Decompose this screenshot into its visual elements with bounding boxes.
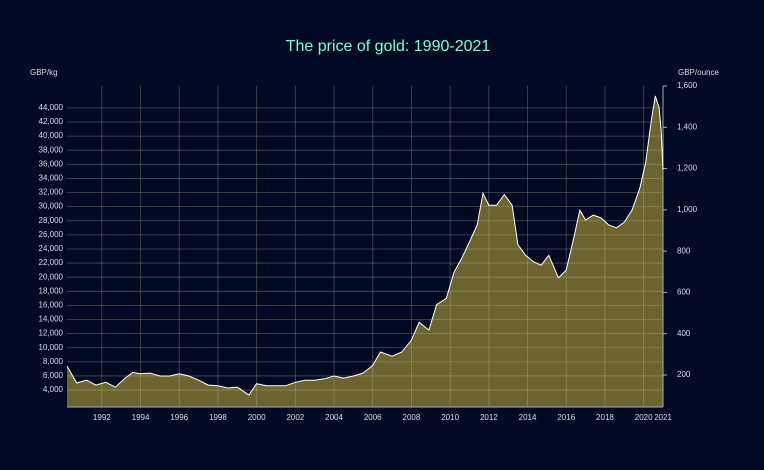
y-tick-label: 10,000: [39, 343, 64, 352]
x-tick-label: 2002: [286, 413, 304, 422]
x-tick-label: 1996: [170, 413, 188, 422]
y-tick-label: 18,000: [39, 286, 64, 295]
y2-tick-label: 200: [677, 370, 691, 379]
x-tick-label: 2020: [635, 413, 653, 422]
y-tick-label: 24,000: [39, 244, 64, 253]
x-tick-label: 2000: [248, 413, 266, 422]
x-tick-label: 2004: [325, 413, 343, 422]
x-tick-label: 1994: [132, 413, 150, 422]
y2-tick-label: 1,000: [677, 205, 698, 214]
y-tick-label: 38,000: [39, 145, 64, 154]
y-tick-label: 26,000: [39, 230, 64, 239]
y-tick-label: 36,000: [39, 159, 64, 168]
x-tick-label: 2021: [654, 413, 672, 422]
y-tick-label: 12,000: [39, 329, 64, 338]
y-tick-label: 40,000: [39, 131, 64, 140]
x-tick-label: 1992: [93, 413, 111, 422]
y2-tick-label: 1,400: [677, 122, 698, 131]
y2-tick-label: 800: [677, 246, 691, 255]
y-tick-label: 16,000: [39, 301, 64, 310]
area: [67, 95, 663, 408]
y-tick-label: 28,000: [39, 216, 64, 225]
y2-tick-label: 1,600: [677, 81, 698, 90]
y2-tick-label: 600: [677, 288, 691, 297]
chart-title: The price of gold: 1990-2021: [286, 38, 491, 55]
x-tick-label: 2006: [364, 413, 382, 422]
y-tick-label: 14,000: [39, 315, 64, 324]
x-tick-label: 1998: [209, 413, 227, 422]
y-tick-label: 22,000: [39, 258, 64, 267]
y-tick-label: 20,000: [39, 272, 64, 281]
x-tick-label: 2016: [557, 413, 575, 422]
y2-axis-label: GBP/ounce: [678, 68, 719, 77]
x-tick-label: 2012: [480, 413, 498, 422]
y-tick-label: 34,000: [39, 174, 64, 183]
y-tick-label: 44,000: [39, 103, 64, 112]
y-tick-label: 30,000: [39, 202, 64, 211]
y-tick-label: 6,000: [43, 371, 64, 380]
y-axis-label: GBP/kg: [30, 68, 58, 77]
x-tick-label: 2008: [403, 413, 421, 422]
y-tick-label: 4,000: [43, 385, 64, 394]
x-tick-label: 2010: [441, 413, 459, 422]
y-tick-label: 42,000: [39, 117, 64, 126]
y-tick-label: 32,000: [39, 188, 64, 197]
x-tick-label: 2018: [596, 413, 614, 422]
line: [66, 95, 664, 396]
y-tick-label: 8,000: [43, 357, 64, 366]
x-tick-label: 2014: [519, 413, 537, 422]
y2-tick-label: 400: [677, 329, 691, 338]
y2-tick-label: 1,200: [677, 164, 698, 173]
